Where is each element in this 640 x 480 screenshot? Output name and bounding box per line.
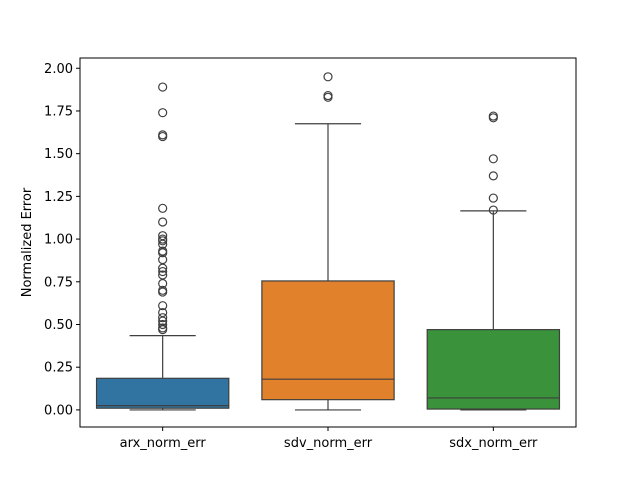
outlier-point	[158, 108, 168, 118]
y-axis-label: Normalized Error	[20, 187, 35, 297]
plot-area	[95, 72, 561, 411]
box-iqr	[95, 377, 230, 409]
y-tick-label: 1.00	[44, 233, 73, 248]
outlier-point	[158, 270, 168, 280]
outlier-point	[323, 90, 333, 101]
outlier-point	[158, 319, 168, 330]
outlier-point	[158, 266, 168, 277]
y-tick-label: 0.25	[44, 361, 73, 376]
x-axis: arx_norm_err sdv_norm_err sdx_norm_err	[120, 427, 538, 451]
outlier-point	[158, 217, 168, 227]
y-tick-label: 1.75	[44, 104, 73, 119]
box-iqr	[426, 329, 561, 410]
outlier-point	[158, 285, 168, 295]
box-group-arx_norm_err	[95, 82, 230, 411]
box-group-sdv_norm_err	[261, 72, 395, 411]
x-tick-label: sdx_norm_err	[449, 436, 538, 451]
outlier-point	[158, 234, 168, 244]
y-tick-label: 1.50	[44, 147, 73, 162]
outlier-point	[158, 130, 168, 140]
y-tick-label: 0.00	[44, 403, 73, 418]
y-tick-label: 2.00	[44, 62, 73, 77]
outlier-point	[488, 111, 498, 121]
x-tick-label: arx_norm_err	[120, 436, 207, 451]
y-tick-label: 0.75	[44, 275, 73, 290]
outlier-point	[158, 82, 168, 92]
outlier-point	[158, 307, 168, 318]
box-iqr	[261, 280, 395, 401]
outlier-point	[323, 72, 333, 82]
y-tick-label: 1.25	[44, 190, 73, 205]
box-group-sdx_norm_err	[426, 111, 561, 411]
y-tick-label: 0.50	[44, 318, 73, 333]
outlier-point	[488, 154, 498, 164]
outlier-point	[488, 205, 498, 215]
outlier-point	[158, 246, 168, 256]
outlier-point	[158, 313, 168, 323]
outlier-point	[158, 323, 168, 333]
outlier-point	[158, 203, 168, 213]
outlier-point	[158, 231, 168, 241]
outlier-point	[158, 301, 168, 311]
x-tick-label: sdv_norm_err	[284, 436, 373, 451]
y-axis: 0.00 0.25 0.50 0.75 1.00 1.25 1.50 1.75 2.00	[44, 62, 80, 418]
outlier-point	[488, 171, 498, 181]
outlier-point	[488, 193, 498, 203]
